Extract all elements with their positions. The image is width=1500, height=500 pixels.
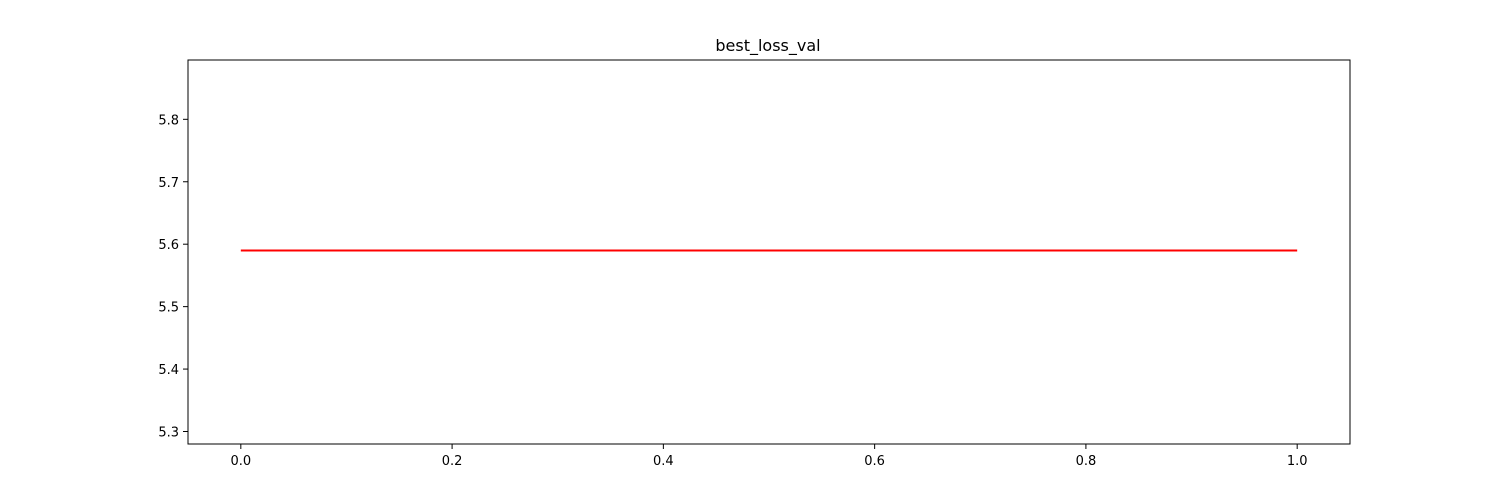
y-tick-label: 5.3 <box>158 426 179 441</box>
axes-frame <box>187 59 1351 445</box>
plot-area: 0.0 0.2 0.4 0.6 0.8 1.0 5.3 5.4 5.5 5.6 5.7 5.8 <box>158 59 1351 469</box>
x-tick-label: 0.4 <box>653 454 674 469</box>
chart-title: best_loss_val <box>715 36 820 56</box>
x-tick-label: 0.8 <box>1076 454 1097 469</box>
x-tick-label: 0.0 <box>230 454 251 469</box>
y-tick-label: 5.6 <box>158 238 179 253</box>
y-tick-label: 5.5 <box>158 301 179 316</box>
x-tick-label: 0.2 <box>442 454 463 469</box>
y-tick-label: 5.8 <box>158 113 179 128</box>
y-tick-label: 5.4 <box>158 363 179 378</box>
x-tick-label: 1.0 <box>1287 454 1308 469</box>
x-tick-label: 0.6 <box>864 454 885 469</box>
y-tick-label: 5.7 <box>158 176 179 191</box>
